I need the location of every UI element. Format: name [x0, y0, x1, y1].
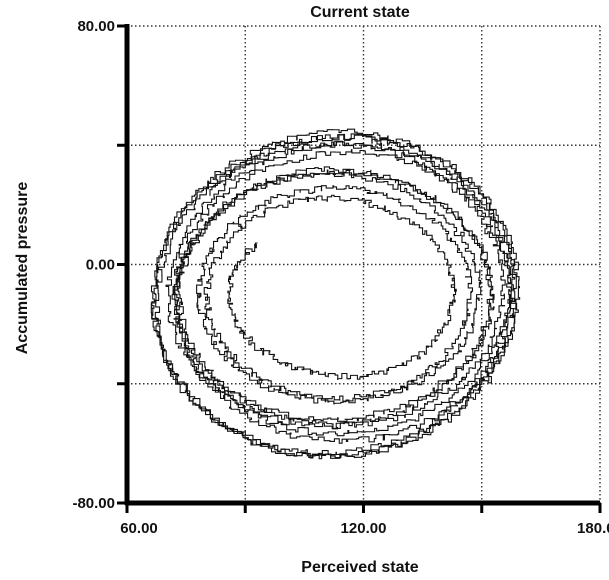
y-tick-label: 80.00 — [77, 18, 115, 35]
y-tick-label: -80.00 — [72, 495, 115, 512]
trajectory-group — [150, 128, 521, 460]
x-axis-label: Perceived state — [301, 559, 419, 576]
ticks-group: 60.00 120.00 180.00 80.00 0.00 -80.00 — [72, 18, 609, 537]
y-tick-label: 0.00 — [86, 257, 115, 274]
x-tick-label: 120.00 — [341, 520, 387, 537]
trajectory-line — [150, 128, 521, 460]
chart-title: Current state — [310, 4, 410, 21]
x-tick-label: 180.00 — [577, 520, 609, 537]
y-axis-label: Accumulated pressure — [14, 182, 31, 355]
x-tick-label: 60.00 — [120, 520, 158, 537]
